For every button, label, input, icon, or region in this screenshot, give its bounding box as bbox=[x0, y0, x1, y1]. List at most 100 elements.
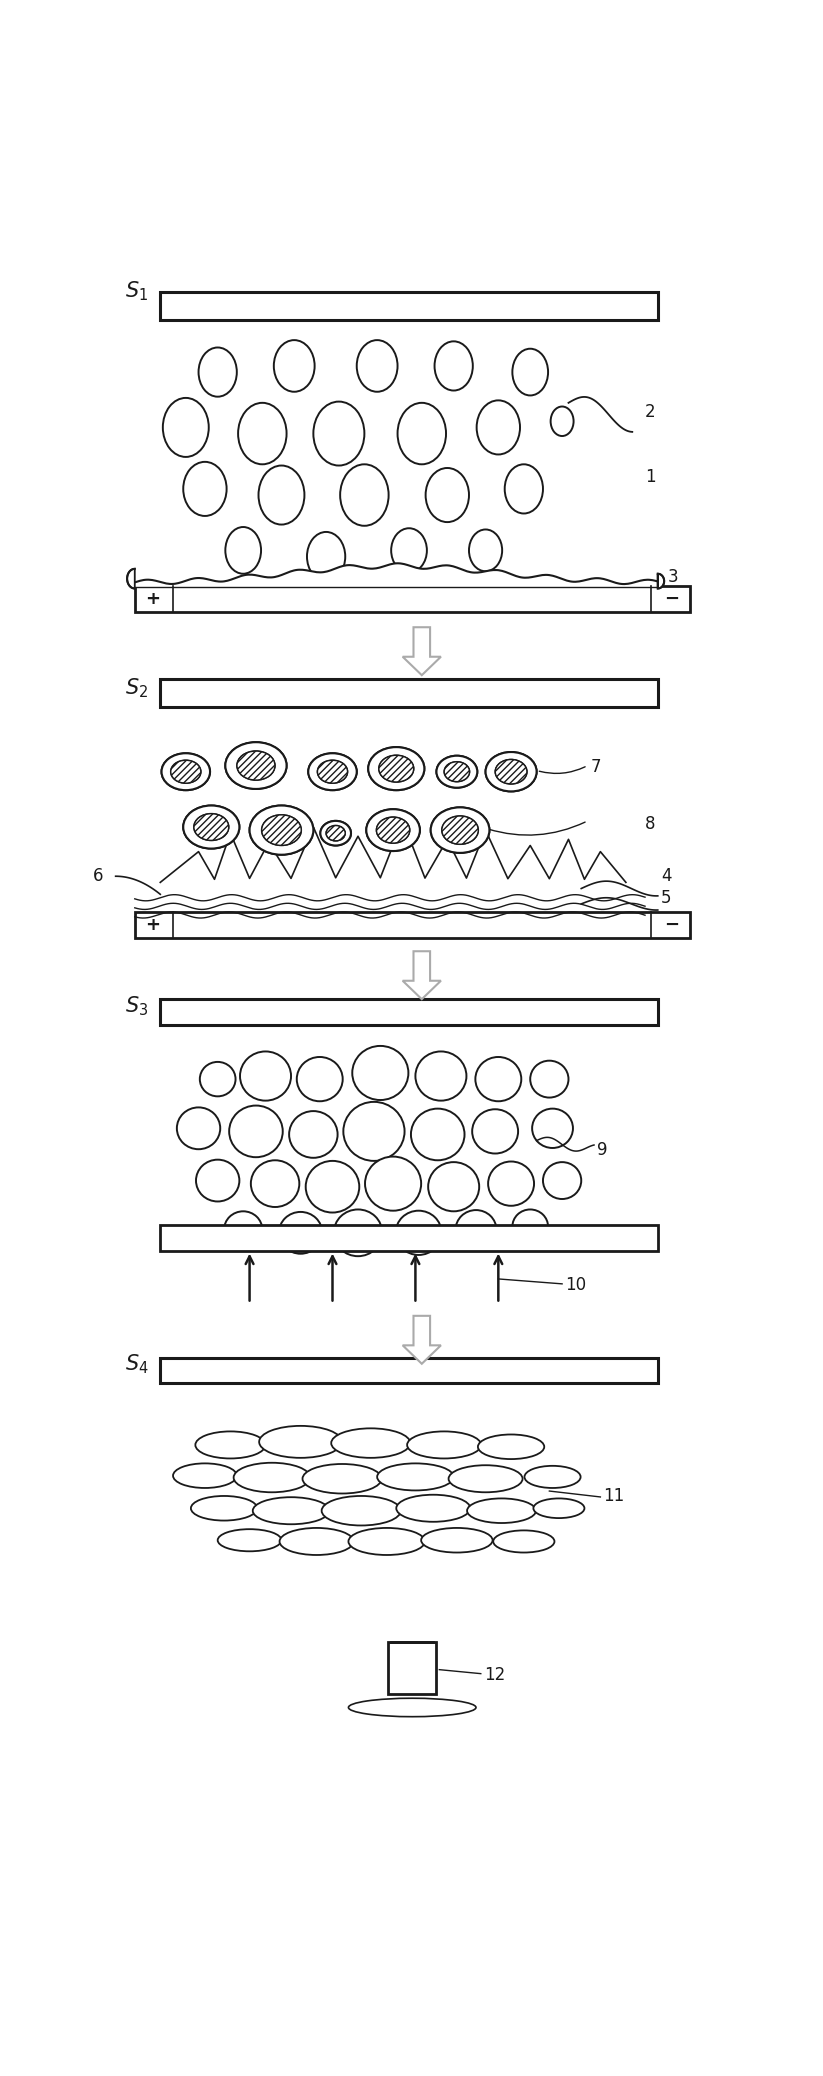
Ellipse shape bbox=[226, 743, 286, 789]
Text: +: + bbox=[145, 590, 160, 608]
Ellipse shape bbox=[356, 340, 398, 392]
Polygon shape bbox=[402, 627, 441, 675]
Ellipse shape bbox=[407, 1432, 481, 1459]
Ellipse shape bbox=[368, 747, 425, 791]
Ellipse shape bbox=[251, 1160, 300, 1206]
Ellipse shape bbox=[368, 747, 425, 791]
Ellipse shape bbox=[274, 340, 314, 392]
Ellipse shape bbox=[259, 1426, 342, 1457]
Bar bbox=[135, 911, 690, 938]
Ellipse shape bbox=[442, 816, 478, 845]
Text: 1: 1 bbox=[645, 467, 656, 486]
Ellipse shape bbox=[226, 743, 286, 789]
Ellipse shape bbox=[303, 1464, 382, 1493]
Ellipse shape bbox=[425, 467, 469, 521]
Ellipse shape bbox=[331, 1428, 411, 1457]
Ellipse shape bbox=[442, 816, 478, 845]
Ellipse shape bbox=[504, 465, 543, 513]
Ellipse shape bbox=[411, 1109, 464, 1160]
Text: 11: 11 bbox=[603, 1486, 625, 1505]
Ellipse shape bbox=[428, 1163, 479, 1210]
Ellipse shape bbox=[365, 1156, 421, 1210]
Ellipse shape bbox=[476, 1057, 521, 1100]
Text: 9: 9 bbox=[597, 1142, 607, 1158]
Ellipse shape bbox=[194, 814, 229, 841]
Ellipse shape bbox=[194, 814, 229, 841]
Text: −: − bbox=[664, 590, 679, 608]
Ellipse shape bbox=[170, 760, 201, 783]
Ellipse shape bbox=[177, 1107, 221, 1150]
Polygon shape bbox=[658, 573, 664, 588]
Ellipse shape bbox=[161, 754, 210, 791]
Bar bbox=[135, 585, 690, 612]
Ellipse shape bbox=[191, 1497, 258, 1520]
Ellipse shape bbox=[421, 1528, 493, 1553]
Ellipse shape bbox=[493, 1530, 555, 1553]
Text: +: + bbox=[145, 916, 160, 934]
Bar bbox=[160, 293, 658, 320]
Ellipse shape bbox=[217, 1530, 281, 1551]
Ellipse shape bbox=[366, 810, 420, 851]
Ellipse shape bbox=[198, 347, 237, 397]
Ellipse shape bbox=[416, 1050, 467, 1100]
Ellipse shape bbox=[495, 760, 527, 785]
Ellipse shape bbox=[326, 826, 345, 841]
Ellipse shape bbox=[444, 762, 470, 783]
Polygon shape bbox=[402, 1316, 441, 1364]
Ellipse shape bbox=[477, 401, 520, 455]
Ellipse shape bbox=[240, 1050, 291, 1100]
Ellipse shape bbox=[377, 1464, 453, 1491]
Ellipse shape bbox=[307, 531, 345, 581]
Ellipse shape bbox=[297, 1057, 342, 1100]
Ellipse shape bbox=[279, 1212, 323, 1254]
Ellipse shape bbox=[262, 816, 301, 845]
Ellipse shape bbox=[234, 1464, 310, 1493]
Ellipse shape bbox=[289, 1111, 337, 1158]
Ellipse shape bbox=[430, 808, 490, 853]
Ellipse shape bbox=[320, 820, 351, 845]
Text: 4: 4 bbox=[661, 868, 672, 884]
Ellipse shape bbox=[226, 527, 261, 573]
Ellipse shape bbox=[280, 1528, 354, 1555]
Ellipse shape bbox=[237, 752, 275, 781]
Ellipse shape bbox=[495, 760, 527, 785]
Ellipse shape bbox=[396, 1495, 470, 1522]
Ellipse shape bbox=[318, 760, 347, 783]
Text: 10: 10 bbox=[565, 1277, 587, 1293]
Ellipse shape bbox=[352, 1046, 408, 1100]
Ellipse shape bbox=[229, 1107, 283, 1156]
Ellipse shape bbox=[376, 818, 410, 843]
Ellipse shape bbox=[478, 1435, 544, 1459]
Ellipse shape bbox=[530, 1061, 569, 1098]
Ellipse shape bbox=[456, 1210, 496, 1250]
Ellipse shape bbox=[513, 1210, 548, 1244]
Bar bbox=[160, 1225, 658, 1252]
Ellipse shape bbox=[194, 814, 229, 841]
Text: −: − bbox=[664, 916, 679, 934]
Ellipse shape bbox=[322, 1497, 401, 1526]
Ellipse shape bbox=[444, 762, 470, 783]
Ellipse shape bbox=[442, 816, 478, 845]
Ellipse shape bbox=[486, 752, 537, 791]
Ellipse shape bbox=[348, 1528, 425, 1555]
Ellipse shape bbox=[326, 826, 345, 841]
Ellipse shape bbox=[391, 527, 427, 573]
Ellipse shape bbox=[533, 1499, 584, 1518]
Ellipse shape bbox=[398, 403, 446, 465]
Ellipse shape bbox=[170, 760, 201, 783]
Ellipse shape bbox=[449, 1466, 523, 1493]
Ellipse shape bbox=[467, 1499, 536, 1524]
Text: $S_2$: $S_2$ bbox=[125, 677, 148, 700]
Ellipse shape bbox=[184, 461, 226, 517]
Ellipse shape bbox=[237, 752, 275, 781]
Ellipse shape bbox=[334, 1210, 382, 1256]
Text: 2: 2 bbox=[645, 403, 656, 421]
Ellipse shape bbox=[376, 818, 410, 843]
Ellipse shape bbox=[163, 399, 209, 457]
Ellipse shape bbox=[343, 1102, 405, 1160]
Text: 6: 6 bbox=[93, 868, 104, 884]
Ellipse shape bbox=[249, 805, 314, 855]
Ellipse shape bbox=[379, 756, 414, 783]
Ellipse shape bbox=[472, 1109, 518, 1154]
Ellipse shape bbox=[488, 1160, 534, 1206]
